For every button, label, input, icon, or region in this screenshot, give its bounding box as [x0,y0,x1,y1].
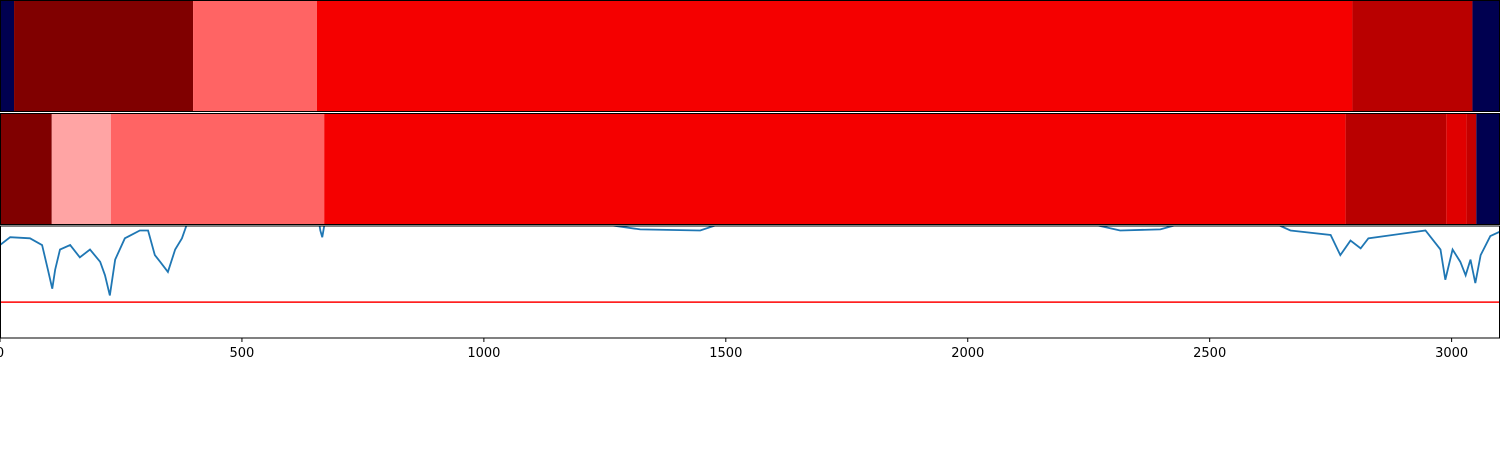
segment [1476,113,1500,225]
segment [1472,0,1500,112]
axes-frame [0,225,1500,339]
x-tick-label: 2000 [951,346,984,361]
x-tick-label: 0 [0,346,4,361]
segment [193,0,317,112]
plot-area [0,226,1500,303]
x-tick-label: 500 [230,346,255,361]
segment [110,113,325,225]
segment [324,113,1346,225]
segment [51,113,111,225]
segment [1345,113,1447,225]
segment [1466,113,1477,225]
x-tick-label: 3000 [1435,346,1468,361]
segment [1352,0,1473,112]
segment [14,0,194,112]
segment [1446,113,1467,225]
segment [316,0,1353,112]
data-line [0,226,1500,296]
segment [0,113,52,225]
x-tick-label: 2500 [1193,346,1226,361]
x-tick-label: 1000 [467,346,500,361]
x-tick-label: 1500 [709,346,742,361]
segment [0,0,15,112]
